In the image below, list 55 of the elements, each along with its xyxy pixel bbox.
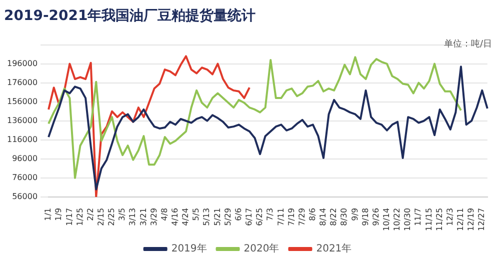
x-tick-label: 10/14 xyxy=(382,208,392,232)
x-tick-label: 12/27 xyxy=(477,208,486,232)
x-tick-label: 6/6 xyxy=(234,208,243,221)
y-tick-label: 156000 xyxy=(6,96,38,106)
x-tick-label: 2/15 xyxy=(96,208,106,226)
x-tick-label: 8/6 xyxy=(308,208,317,221)
x-tick-label: 9/9 xyxy=(350,208,360,221)
y-tick-label: 116000 xyxy=(6,134,38,144)
x-tick-label: 5/13 xyxy=(202,208,212,226)
x-tick-label: 8/30 xyxy=(340,208,349,226)
y-tick-label: 176000 xyxy=(6,78,38,87)
x-tick-label: 8/22 xyxy=(329,208,338,226)
annotation: 单位：吨/日 xyxy=(444,38,492,50)
x-tick-label: 5/29 xyxy=(223,208,232,226)
x-tick-label: 9/26 xyxy=(371,208,380,226)
x-tick-label: 7/19 xyxy=(286,208,296,226)
x-tick-label: 3/13 xyxy=(128,208,138,226)
y-tick-label: 96000 xyxy=(12,154,38,163)
y-tick-label: 196000 xyxy=(6,58,38,68)
x-tick-label: 7/11 xyxy=(276,208,286,226)
x-tick-label: 6/25 xyxy=(255,208,264,226)
x-tick-label: 7/3 xyxy=(266,208,275,221)
legend-label: 2020年 xyxy=(244,242,280,255)
x-tick-label: 12/19 xyxy=(466,208,476,232)
x-tick-label: 8/14 xyxy=(318,208,328,226)
x-tick-label: 12/11 xyxy=(456,208,466,232)
x-tick-label: 4/8 xyxy=(160,208,169,221)
legend-label: 2019年 xyxy=(171,242,207,255)
x-tick-label: 1/17 xyxy=(64,208,74,226)
x-tick-label: 1/1 xyxy=(44,208,53,221)
x-tick-label: 11/7 xyxy=(414,208,423,226)
x-tick-label: 1/9 xyxy=(54,208,64,221)
y-tick-label: 76000 xyxy=(12,173,38,182)
x-tick-label: 10/30 xyxy=(403,208,412,232)
x-tick-label: 3/29 xyxy=(149,208,158,226)
x-tick-label: 4/24 xyxy=(181,208,190,226)
x-tick-label: 10/22 xyxy=(392,208,402,232)
x-tick-label: 11/15 xyxy=(424,208,434,232)
x-tick-label: 11/25 xyxy=(434,208,444,232)
x-tick-label: 3/21 xyxy=(138,208,148,226)
x-tick-label: 5/21 xyxy=(212,208,222,226)
x-tick-label: 5/5 xyxy=(192,208,201,221)
x-tick-label: 4/16 xyxy=(170,208,180,226)
y-tick-label: 56000 xyxy=(12,192,38,202)
x-tick-label: 2/25 xyxy=(107,208,116,226)
chart-title: 2019-2021年我国油厂豆粕提货量统计 xyxy=(4,7,256,24)
x-tick-label: 1/25 xyxy=(75,208,84,226)
x-tick-label: 6/17 xyxy=(244,208,254,226)
x-tick-label: 9/18 xyxy=(360,208,370,226)
x-tick-label: 2/2 xyxy=(86,208,95,221)
x-tick-label: 3/5 xyxy=(118,208,127,221)
y-tick-label: 136000 xyxy=(6,116,38,125)
x-tick-label: 12/3 xyxy=(445,208,454,226)
legend-label: 2021年 xyxy=(316,242,352,255)
x-tick-label: 7/29 xyxy=(297,208,306,226)
